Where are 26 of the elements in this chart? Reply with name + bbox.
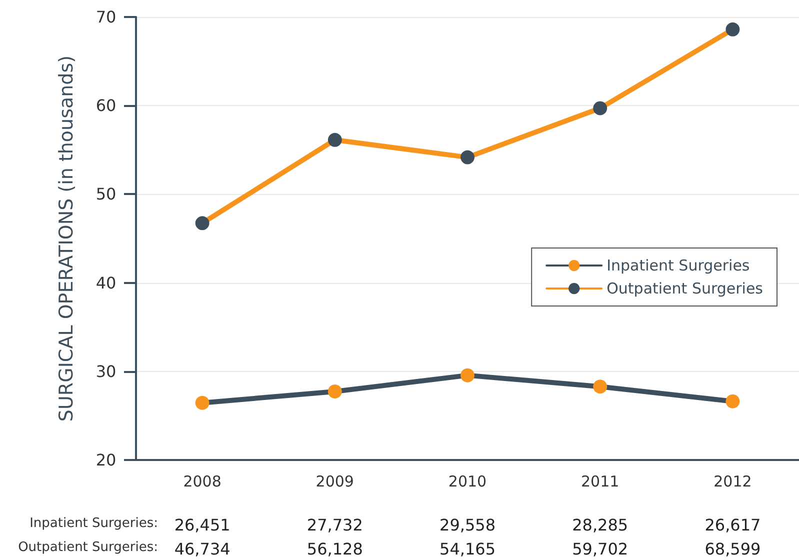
- x-tick-label: 2008: [183, 472, 222, 490]
- text: 59,702: [572, 540, 628, 558]
- text: 54,165: [440, 540, 496, 558]
- legend-label: Outpatient Surgeries: [606, 280, 764, 298]
- y-tick-label: 20: [96, 450, 116, 470]
- text: 26,617: [704, 516, 761, 534]
- y-tick-label: 30: [96, 362, 116, 381]
- x-tick-label: 2010: [448, 472, 487, 490]
- y-tick-label: 70: [96, 8, 116, 26]
- y-tick-label: 40: [96, 273, 116, 292]
- legend-label: Inpatient Surgeries: [606, 256, 750, 274]
- text: 56,128: [306, 540, 363, 558]
- text: 46,734: [174, 540, 230, 558]
- text: 27,732: [306, 516, 363, 534]
- y-axis-title: SURGICAL OPERATIONS (in thousands): [56, 55, 78, 422]
- x-tick-label: 2012: [714, 472, 752, 490]
- x-tick-label: 2009: [316, 472, 354, 490]
- text: 26,451: [174, 516, 230, 534]
- text: 29,558: [440, 516, 496, 534]
- text: 28,285: [572, 516, 628, 534]
- text: 68,599: [704, 540, 761, 558]
- y-tick-label: 60: [96, 96, 116, 116]
- text: Outpatient Surgeries:: [18, 540, 158, 555]
- text: Inpatient Surgeries:: [30, 516, 158, 531]
- x-tick-label: 2011: [581, 472, 620, 490]
- y-tick-label: 50: [96, 184, 116, 204]
